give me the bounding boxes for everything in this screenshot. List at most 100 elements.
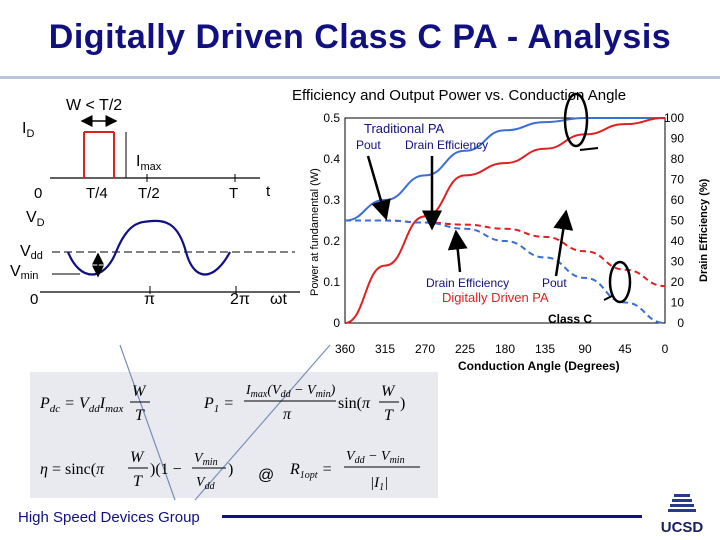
y2-tick-label: 0 [677, 316, 684, 330]
pointer-dig-eff [447, 229, 468, 273]
footer-group-name: High Speed Devices Group [18, 509, 200, 526]
y2-axis-title: Drain Efficiency (%) [698, 178, 710, 282]
y2-tick-label: 10 [671, 296, 685, 310]
y2-tick-label: 50 [671, 214, 685, 228]
voltage-sine [66, 219, 231, 276]
y2-tick-label: 40 [671, 234, 685, 248]
svg-text:)(1 −: )(1 − [150, 461, 182, 478]
pdc-formula: Pdc = VddImax W T [39, 383, 150, 424]
y2-tick-label: 80 [671, 152, 685, 166]
trad-pa-label: Traditional PA [364, 121, 445, 136]
svg-text:): ) [400, 395, 405, 412]
vmin-label: Vmin [10, 263, 38, 282]
vd-axis-label: VD [26, 209, 45, 229]
svg-text:W: W [130, 449, 145, 466]
voltage-waveform-diagram: VD Vdd Vmin 0 π 2π ωt [10, 209, 300, 308]
series-line-traditional-pa-pout [344, 117, 665, 222]
slide-title: Digitally Driven Class C PA - Analysis [48, 18, 672, 56]
svg-text:): ) [228, 461, 233, 478]
y2-tick-label: 90 [671, 132, 685, 146]
svg-text:|I1|: |I1| [370, 475, 388, 493]
y-tick-labels: 0 0.1 0.2 0.3 0.4 0.5 [323, 111, 340, 330]
chart-title: Efficiency and Output Power vs. Conducti… [292, 87, 626, 104]
x-tick-label: 135 [535, 342, 555, 356]
x-axis-title: Conduction Angle (Degrees) [458, 359, 620, 373]
x-tick-label: 360 [335, 342, 355, 356]
efficiency-chart: Efficiency and Output Power vs. Conducti… [292, 87, 710, 373]
vdd-label: Vdd [20, 243, 43, 262]
series-lines [344, 117, 666, 324]
ucsd-logo: UCSD [661, 494, 703, 536]
svg-text:η = sinc(π: η = sinc(π [40, 461, 105, 478]
trad-pout-label: Pout [356, 138, 381, 152]
y2-tick-label: 30 [671, 255, 685, 269]
t2-label: T/2 [138, 185, 160, 202]
y-axis-title: Power at fundamental (W) [309, 168, 321, 296]
formula-guide-line-right [194, 344, 331, 501]
formula-background [30, 372, 438, 498]
id-axis-label: ID [22, 120, 34, 140]
svg-text:Imax(Vdd − Vmin): Imax(Vdd − Vmin) [245, 383, 336, 400]
y2-tick-label: 20 [671, 275, 685, 289]
y2-tick-label: 70 [671, 173, 685, 187]
x-tick-label: 180 [495, 342, 515, 356]
p1-formula: P1 = Imax(Vdd − Vmin) π sin(π W T ) [203, 383, 405, 424]
x-tick-label: 270 [415, 342, 435, 356]
trad-eff-label: Drain Efficiency [405, 138, 488, 152]
svg-text:W: W [132, 383, 147, 400]
svg-text:W: W [381, 383, 396, 400]
series-line-digitally-driven-pa-pout [345, 219, 666, 324]
x-tick-label: 90 [578, 342, 592, 356]
y-tick-label: 0.4 [323, 152, 340, 166]
y-tick-label: 0.1 [323, 275, 340, 289]
y-tick-label: 0.3 [323, 193, 340, 207]
dig-eff-label: Drain Efficiency [426, 276, 509, 290]
connector-top [579, 147, 599, 151]
footer-divider [222, 515, 642, 518]
voltage-origin-label: 0 [30, 291, 38, 308]
twopi-label: 2π [230, 291, 250, 308]
dig-pout-label: Pout [542, 276, 567, 290]
origin-label: 0 [34, 185, 42, 202]
wt-label: ωt [270, 291, 287, 308]
svg-text:T: T [133, 473, 143, 490]
x-tick-label: 45 [618, 342, 632, 356]
formula-guide-line-left [119, 344, 176, 501]
t4-label: T/4 [86, 185, 108, 202]
y2-tick-label: 100 [664, 111, 684, 125]
pi-label: π [144, 291, 155, 308]
y-tick-label: 0.2 [323, 234, 340, 248]
series-line-traditional-pa-drain-efficiency [344, 117, 666, 324]
class-c-label: Class C [548, 312, 592, 326]
y2-tick-labels: 0 10 20 30 40 50 60 70 80 90 100 [664, 111, 684, 330]
pointer-dig-pout [553, 209, 574, 277]
highlight-ellipse-top [563, 92, 589, 148]
connector-bottom [603, 295, 613, 301]
svg-text:P1 =: P1 = [203, 395, 234, 415]
width-label: W < T/2 [66, 97, 122, 114]
at-symbol: @ [258, 467, 274, 484]
y2-tick-label: 60 [671, 193, 685, 207]
x-tick-label: 0 [662, 342, 669, 356]
eta-formula: η = sinc(π W T )(1 − Vmin Vdd ) [40, 449, 233, 492]
formula-panel: Pdc = VddImax W T P1 = Imax(Vdd − Vmin) … [30, 344, 438, 501]
y-tick-label: 0 [333, 316, 340, 330]
dig-pa-label: Digitally Driven PA [442, 290, 549, 305]
svg-text:sin(π: sin(π [338, 395, 371, 412]
x-tick-label: 225 [455, 342, 475, 356]
current-waveform-diagram: W < T/2 ID Imax 0 T/4 T/2 T t [22, 97, 271, 202]
title-divider [0, 76, 720, 79]
svg-text:π: π [283, 406, 292, 423]
svg-text:Pdc = VddImax: Pdc = VddImax [39, 395, 124, 415]
pointer-trad-pout [366, 155, 391, 221]
svg-text:T: T [135, 407, 145, 424]
time-axis-label: t [266, 183, 271, 200]
y-tick-label: 0.5 [323, 111, 340, 125]
highlight-ellipse-bottom [608, 260, 632, 304]
x-tick-labels: 360 315 270 225 180 135 90 45 0 [335, 342, 669, 356]
imax-label: Imax [136, 153, 162, 173]
T-label: T [229, 185, 238, 202]
svg-text:T: T [384, 407, 394, 424]
x-tick-label: 315 [375, 342, 395, 356]
